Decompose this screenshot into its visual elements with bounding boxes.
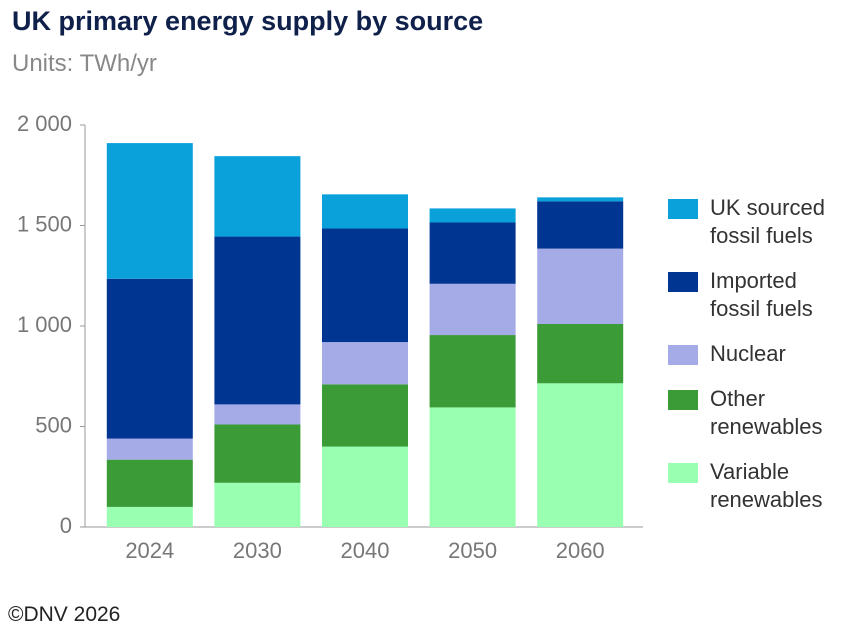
bar-segment — [322, 342, 408, 385]
bar-segment — [429, 283, 516, 336]
y-tick-label: 1 000 — [17, 312, 72, 337]
bar-segment — [537, 323, 624, 384]
x-tick-label: 2060 — [556, 538, 605, 563]
bar-segment — [537, 383, 624, 527]
legend-item: Imported fossil fuels — [668, 267, 850, 323]
legend-swatch — [668, 272, 698, 292]
title: UK primary energy supply by source — [12, 6, 484, 36]
legend-item: Variable renewables — [668, 458, 850, 514]
legend-label: Other renewables — [710, 386, 823, 439]
bar-segment — [429, 222, 516, 284]
bar-segment — [537, 201, 624, 249]
legend-item: Nuclear — [668, 340, 850, 368]
x-tick-label: 2024 — [125, 538, 174, 563]
x-tick-label: 2050 — [448, 538, 497, 563]
footer: ©DNV 2026 — [8, 603, 121, 626]
bar-segment — [429, 407, 516, 527]
legend-swatch — [668, 199, 698, 219]
bar-segment — [429, 335, 516, 408]
bar-segment — [322, 228, 408, 343]
bar-segment — [214, 236, 301, 405]
bar-segment — [106, 438, 193, 460]
y-tick-label: 2 000 — [17, 111, 72, 136]
bar-segment — [429, 208, 516, 223]
legend-item: UK sourced fossil fuels — [668, 194, 850, 250]
bar-segment — [214, 482, 301, 527]
bar-segment — [322, 446, 408, 527]
bar-segment — [214, 404, 301, 425]
legend-label: Nuclear — [710, 341, 786, 366]
bar-segment — [106, 459, 193, 507]
y-tick-label: 500 — [35, 412, 72, 437]
y-tick-label: 0 — [60, 513, 72, 538]
legend-label: Imported fossil fuels — [710, 268, 813, 321]
legend-swatch — [668, 345, 698, 365]
legend-swatch — [668, 390, 698, 410]
bar-segment — [106, 506, 193, 527]
bar-segment — [214, 156, 301, 237]
legend: UK sourced fossil fuels Imported fossil f… — [668, 194, 850, 514]
x-tick-label: 2040 — [341, 538, 390, 563]
bar-segment — [322, 384, 408, 447]
legend-label: UK sourced fossil fuels — [710, 195, 825, 248]
bar-segment — [537, 248, 624, 324]
legend-item: Other renewables — [668, 385, 850, 441]
legend-swatch — [668, 463, 698, 483]
x-tick-label: 2030 — [233, 538, 282, 563]
bar-segment — [106, 278, 193, 439]
subtitle: Units: TWh/yr — [12, 50, 157, 77]
y-tick-label: 1 500 — [17, 211, 72, 236]
bar-segment — [537, 197, 624, 202]
bar-segment — [106, 143, 193, 279]
legend-label: Variable renewables — [710, 459, 823, 512]
bar-segment — [322, 194, 408, 229]
bar-segment — [214, 424, 301, 483]
